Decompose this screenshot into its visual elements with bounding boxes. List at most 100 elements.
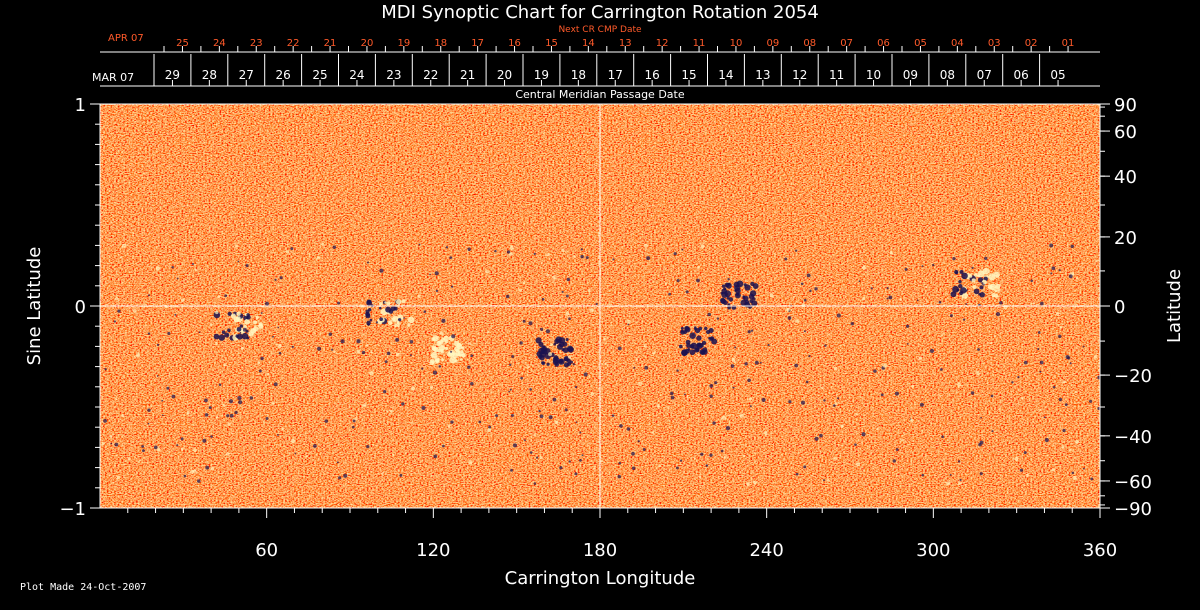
- flux-patch: [681, 349, 688, 356]
- flux-patch: [743, 283, 747, 287]
- network-element: [365, 343, 369, 347]
- network-element: [435, 289, 439, 293]
- network-element: [1010, 269, 1013, 272]
- flux-patch: [680, 326, 684, 330]
- network-element: [979, 472, 983, 476]
- network-element: [511, 354, 515, 358]
- network-element: [819, 433, 823, 438]
- flux-patch: [971, 278, 976, 283]
- network-element: [998, 408, 1001, 411]
- network-element: [109, 434, 113, 438]
- network-element: [638, 381, 642, 386]
- network-element: [763, 431, 768, 435]
- flux-patch: [239, 324, 244, 328]
- x-tick-label: 60: [255, 540, 278, 561]
- flux-patch: [956, 288, 960, 292]
- network-element: [273, 382, 278, 387]
- network-element: [549, 343, 553, 347]
- flux-patch: [689, 344, 695, 349]
- cmp-day-label: 17: [608, 68, 623, 82]
- network-element: [328, 332, 333, 336]
- network-element: [356, 339, 361, 344]
- flux-patch: [388, 309, 394, 314]
- flux-patch: [454, 359, 458, 363]
- network-element: [548, 352, 553, 357]
- network-element: [1058, 334, 1062, 339]
- flux-patch: [973, 288, 980, 295]
- network-element: [204, 413, 209, 417]
- network-element: [633, 366, 636, 369]
- network-element: [1093, 355, 1098, 359]
- network-element: [290, 438, 296, 444]
- flux-patch: [253, 320, 258, 325]
- network-element: [882, 363, 887, 368]
- network-element: [478, 420, 482, 424]
- flux-patch: [552, 356, 560, 364]
- network-element: [794, 249, 798, 252]
- network-element: [795, 472, 799, 476]
- network-element: [592, 467, 595, 470]
- flux-patch: [687, 347, 691, 351]
- network-element: [685, 290, 689, 294]
- network-element: [447, 424, 451, 428]
- cmp-day-label: 06: [1014, 68, 1029, 82]
- network-element: [808, 354, 811, 358]
- network-element: [542, 284, 545, 287]
- network-element: [767, 343, 770, 347]
- next-cr-day-label: 05: [914, 38, 927, 49]
- next-cr-day-label: 06: [877, 38, 890, 49]
- network-element: [803, 298, 807, 302]
- network-element: [410, 386, 415, 391]
- network-element: [120, 256, 123, 259]
- flux-patch: [563, 362, 569, 368]
- cmp-day-label: 14: [718, 68, 733, 82]
- network-element: [684, 393, 686, 396]
- flux-patch: [379, 302, 383, 306]
- flux-patch: [246, 313, 250, 317]
- next-cr-day-label: 20: [361, 38, 374, 49]
- flux-patch: [455, 350, 461, 357]
- cmp-day-label: 21: [460, 68, 475, 82]
- flux-patch: [558, 341, 565, 348]
- network-element: [823, 479, 826, 482]
- network-element: [180, 298, 185, 302]
- network-element: [510, 468, 514, 472]
- network-element: [487, 428, 492, 433]
- flux-patch: [227, 328, 231, 333]
- flux-patch: [397, 318, 402, 322]
- network-element: [450, 285, 454, 288]
- flux-patch: [244, 318, 251, 325]
- network-element: [451, 334, 456, 339]
- active-region-bipolar: [950, 267, 1001, 299]
- network-element: [552, 275, 556, 280]
- network-element: [995, 312, 1001, 317]
- network-element: [836, 313, 841, 318]
- network-element: [317, 346, 321, 351]
- next-cr-day-label: 04: [951, 38, 964, 49]
- network-element: [700, 244, 705, 249]
- flux-patch: [386, 301, 391, 306]
- network-element: [600, 460, 603, 463]
- network-element: [487, 330, 490, 333]
- cmp-day-label: 23: [386, 68, 401, 82]
- next-cr-day-label: 11: [693, 38, 706, 49]
- network-element: [753, 480, 757, 485]
- network-element: [351, 425, 355, 429]
- network-element: [1075, 277, 1079, 280]
- flux-patch: [991, 293, 996, 298]
- network-element: [918, 356, 923, 360]
- network-element: [792, 296, 795, 299]
- y-left-tick-label: 1: [75, 95, 86, 116]
- network-element: [949, 473, 952, 476]
- network-element: [386, 410, 389, 413]
- network-element: [990, 342, 993, 345]
- network-element: [925, 285, 928, 288]
- flux-patch: [721, 291, 728, 298]
- network-element: [666, 301, 669, 304]
- network-element: [681, 248, 684, 251]
- network-element: [285, 250, 290, 254]
- network-element: [264, 301, 270, 306]
- network-element: [174, 313, 177, 316]
- network-element: [939, 395, 942, 398]
- network-element: [749, 405, 752, 408]
